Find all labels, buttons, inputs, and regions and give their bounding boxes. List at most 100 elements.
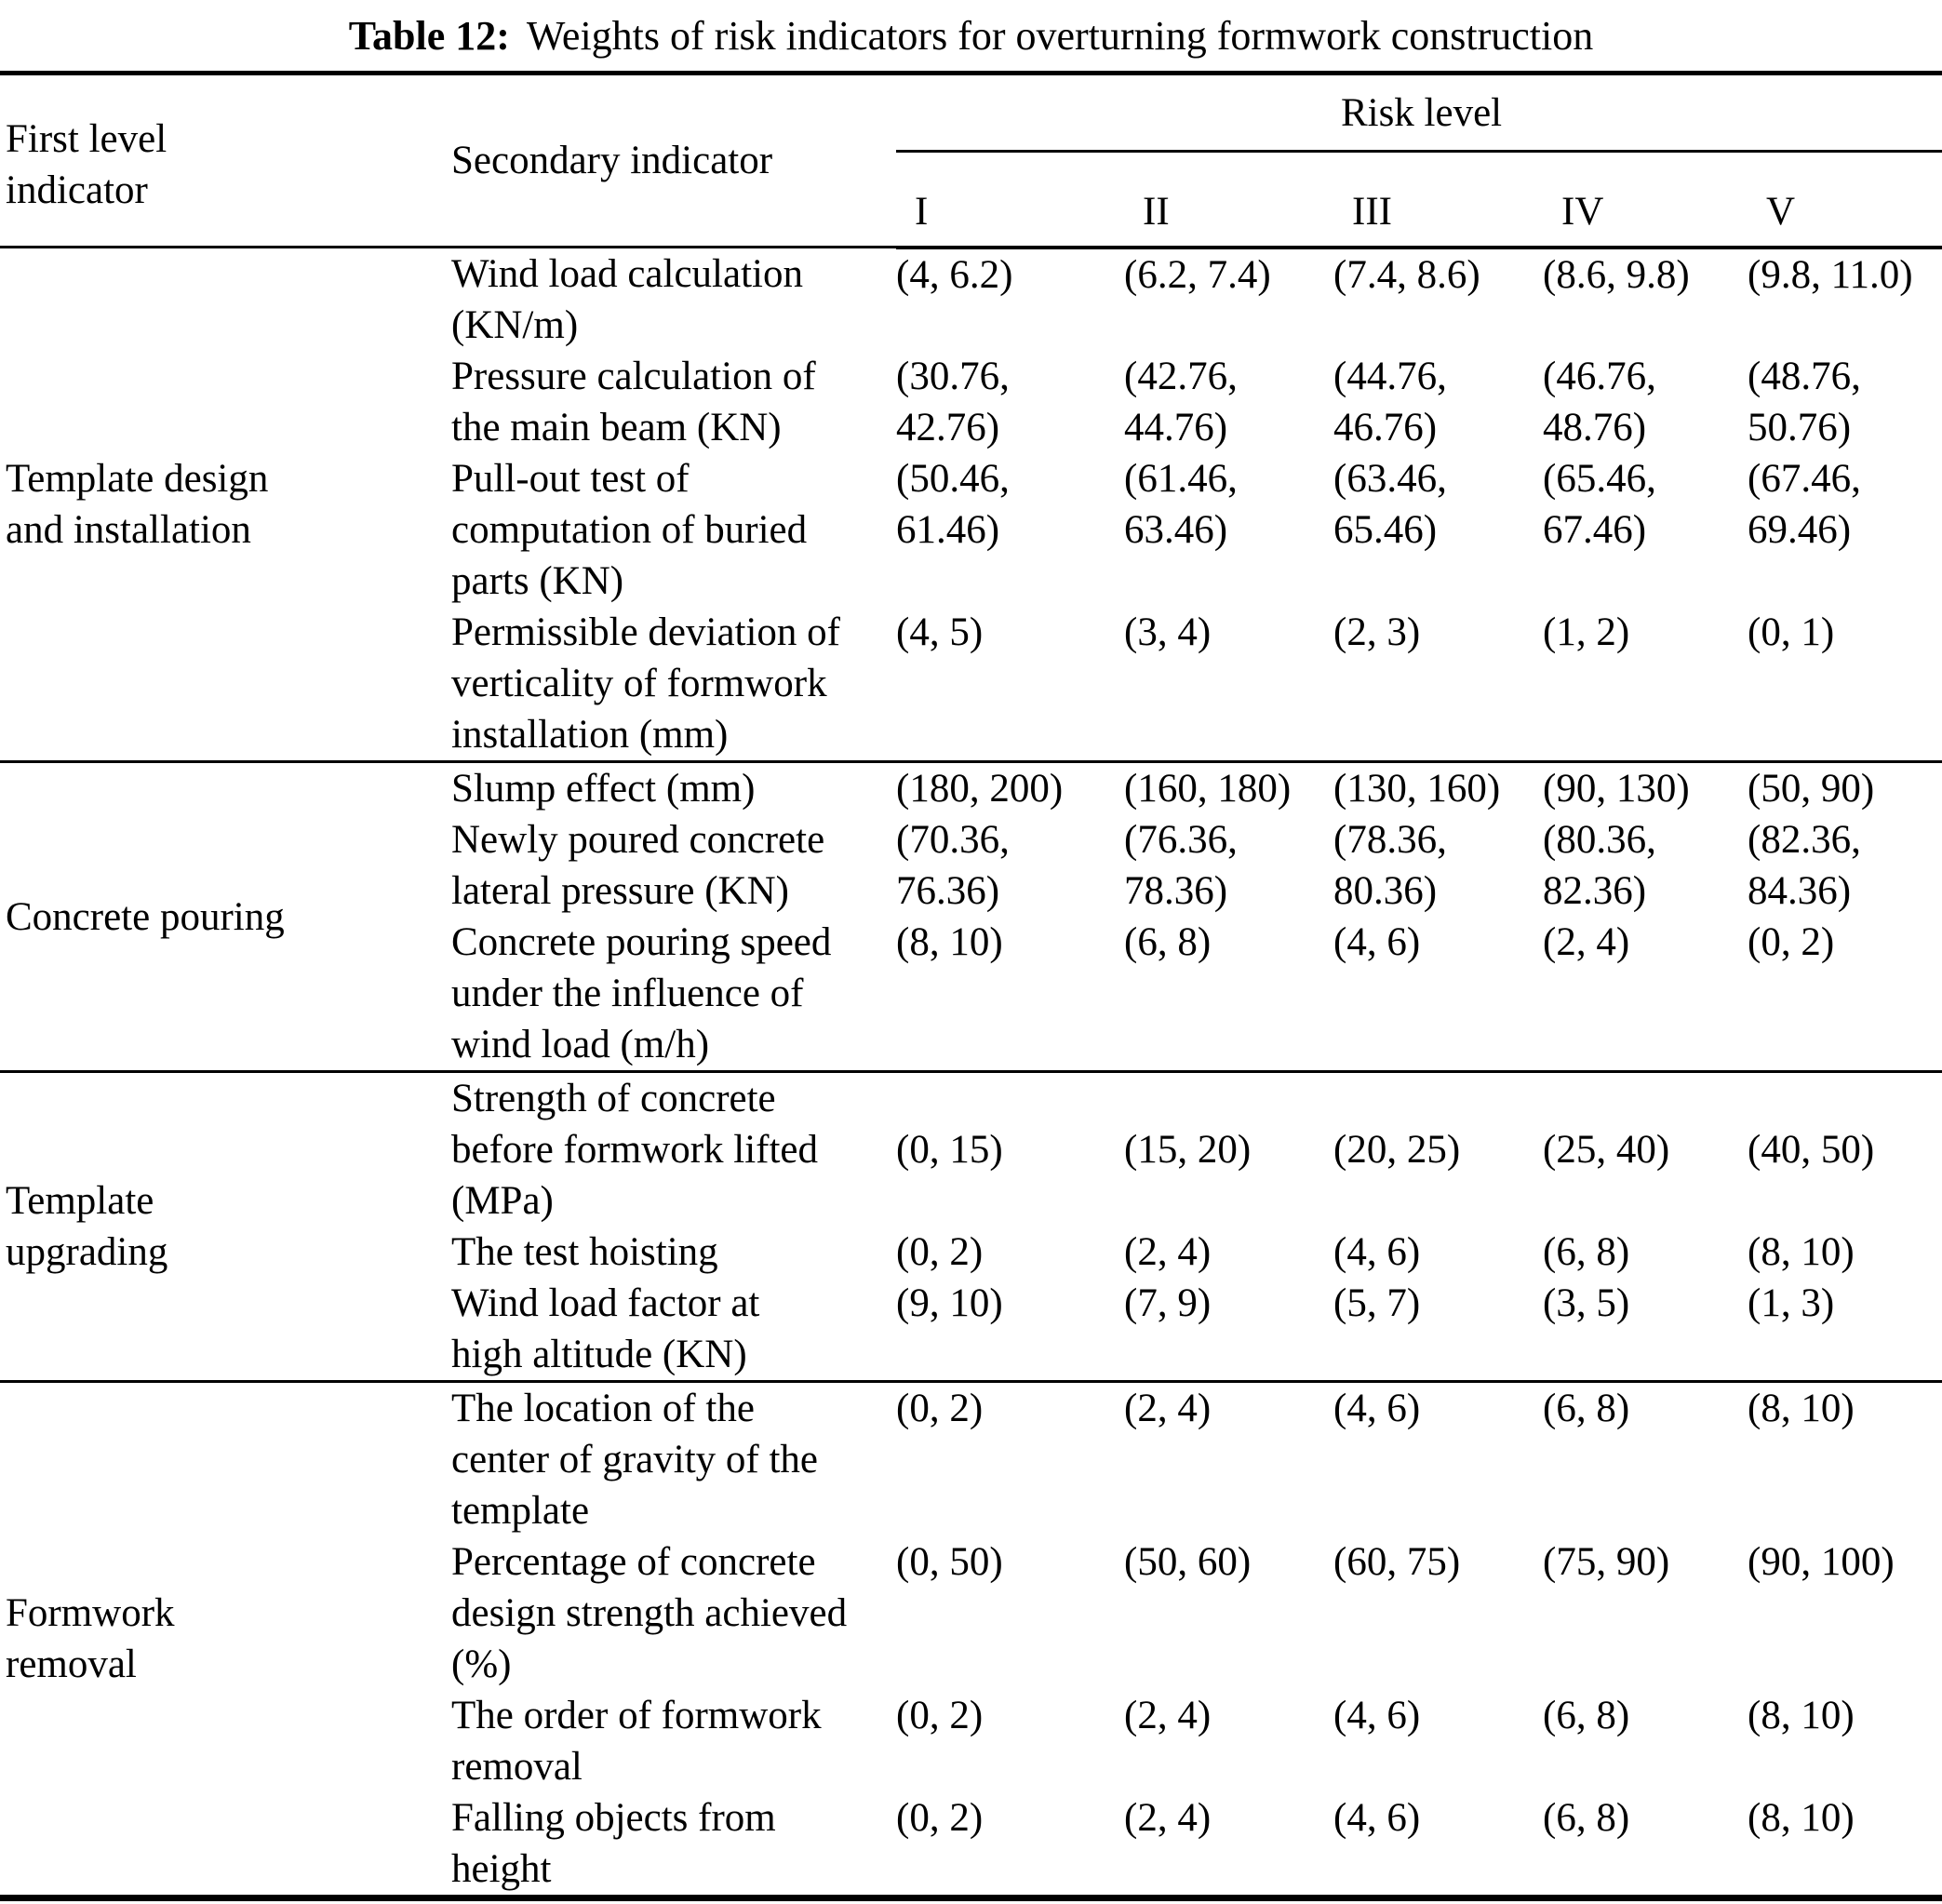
risk-interval-cell: (160, 180) (1124, 760, 1333, 814)
section-0: Template design and installation Wind load… (0, 246, 1942, 762)
secondary-indicator-line: Slump effect (mm) (451, 767, 756, 811)
risk-interval-cell: (40, 50) (1748, 1070, 1942, 1227)
header-risk-level-group: Risk level (896, 73, 1942, 153)
risk-interval-line: 48.76) (1543, 406, 1647, 449)
risk-interval-line: (4, 5) (896, 610, 984, 654)
first-level-indicator-line: and installation (6, 508, 251, 552)
risk-interval-line: (160, 180) (1124, 767, 1292, 811)
risk-interval-cell: (50, 60) (1124, 1536, 1333, 1690)
risk-interval-cell: (0, 15) (896, 1070, 1124, 1227)
risk-interval-line: (90, 130) (1543, 767, 1690, 811)
risk-interval-line: (8, 10) (1748, 1230, 1855, 1274)
risk-interval-cell: (2, 4) (1543, 917, 1748, 1072)
risk-interval-cell: (15, 20) (1124, 1070, 1333, 1227)
risk-interval-line: 46.76) (1333, 406, 1438, 449)
secondary-indicator-line: computation of buried (451, 508, 808, 552)
risk-interval-line: (0, 2) (896, 1796, 984, 1840)
section-3: Formwork removal The location of the center… (0, 1380, 1942, 1898)
risk-interval-line: (50, 90) (1748, 767, 1875, 811)
risk-interval-line: (2, 3) (1333, 610, 1421, 654)
risk-interval-cell: (65.46, 67.46) (1543, 453, 1748, 607)
risk-interval-cell: (0, 1) (1748, 607, 1942, 762)
secondary-indicator-cell: Strength of concrete before formwork lift… (451, 1070, 896, 1227)
risk-interval-line: (4, 6.2) (896, 252, 1013, 297)
secondary-indicator-cell: The test hoisting (451, 1227, 896, 1278)
risk-interval-line: (6, 8) (1124, 920, 1212, 964)
header-risk-level-2: II (1124, 151, 1333, 249)
risk-interval-line: (2, 4) (1543, 920, 1630, 964)
risk-interval-cell: (9.8, 11.0) (1748, 246, 1942, 351)
risk-interval-cell: (4, 6) (1333, 1690, 1543, 1792)
secondary-indicator-line: Falling objects from (451, 1796, 776, 1840)
risk-interval-line: (60, 75) (1333, 1540, 1461, 1584)
risk-interval-cell: (50, 90) (1748, 760, 1942, 814)
risk-interval-line: (180, 200) (896, 767, 1064, 811)
risk-interval-line: (8.6, 9.8) (1543, 252, 1690, 297)
risk-interval-line: (0, 1) (1748, 610, 1835, 654)
risk-interval-cell: (8.6, 9.8) (1543, 246, 1748, 351)
risk-interval-line: (6, 8) (1543, 1796, 1630, 1840)
secondary-indicator-cell: Wind load factor at high altitude (KN) (451, 1278, 896, 1382)
risk-interval-line: (0, 2) (896, 1230, 984, 1274)
secondary-indicator-line: template (451, 1489, 590, 1533)
risk-interval-line: (8, 10) (1748, 1694, 1855, 1737)
risk-interval-cell: (44.76, 46.76) (1333, 351, 1543, 453)
risk-interval-cell: (130, 160) (1333, 760, 1543, 814)
first-level-indicator-line: upgrading (6, 1230, 168, 1274)
risk-interval-cell: (1, 3) (1748, 1278, 1942, 1382)
secondary-indicator-cell: Slump effect (mm) (451, 760, 896, 814)
risk-interval-line: (42.76, (1124, 355, 1238, 398)
first-level-indicator-cell: Template design and installation (0, 246, 451, 762)
risk-interval-line: (3, 5) (1543, 1281, 1630, 1325)
secondary-indicator-cell: The location of the center of gravity of … (451, 1380, 896, 1536)
risk-interval-cell: (8, 10) (1748, 1792, 1942, 1898)
table-caption-number: Table 12: (348, 12, 510, 59)
secondary-indicator-cell: Pressure calculation of the main beam (KN… (451, 351, 896, 453)
first-level-indicator-cell: Formwork removal (0, 1380, 451, 1898)
risk-interval-cell: (2, 4) (1124, 1227, 1333, 1278)
risk-interval-line: (7, 9) (1124, 1281, 1212, 1325)
first-level-indicator-cell: Template upgrading (0, 1070, 451, 1382)
risk-interval-line: (8, 10) (1748, 1387, 1855, 1430)
risk-interval-line: (48.76, (1748, 355, 1861, 398)
risk-interval-cell: (180, 200) (896, 760, 1124, 814)
risk-interval-cell: (76.36, 78.36) (1124, 814, 1333, 917)
risk-interval-line: (0, 2) (896, 1694, 984, 1737)
secondary-indicator-line: height (451, 1847, 552, 1891)
table-row: Formwork removal The location of the center… (0, 1380, 1942, 1898)
risk-interval-line: (75, 90) (1543, 1540, 1670, 1584)
risk-interval-line: (8, 10) (1748, 1796, 1855, 1840)
risk-interval-line: (130, 160) (1333, 767, 1501, 811)
risk-interval-cell: (0, 2) (1748, 917, 1942, 1072)
risk-interval-cell: (63.46, 65.46) (1333, 453, 1543, 607)
risk-interval-cell: (4, 6) (1333, 1227, 1543, 1278)
secondary-indicator-line: removal (451, 1745, 583, 1789)
secondary-indicator-cell: The order of formwork removal (451, 1690, 896, 1792)
risk-interval-cell: (75, 90) (1543, 1536, 1748, 1690)
risk-interval-line: (82.36, (1748, 818, 1861, 862)
header-risk-level-3: III (1333, 151, 1543, 249)
risk-interval-cell: (61.46, 63.46) (1124, 453, 1333, 607)
risk-interval-cell: (42.76, 44.76) (1124, 351, 1333, 453)
risk-interval-line: (6, 8) (1543, 1387, 1630, 1430)
header-risk-level-1: I (896, 151, 1124, 249)
secondary-indicator-cell: Permissible deviation of verticality of f… (451, 607, 896, 762)
secondary-indicator-line: Concrete pouring speed (451, 920, 832, 964)
secondary-indicator-line: Newly poured concrete (451, 818, 825, 862)
risk-interval-cell: (20, 25) (1333, 1070, 1543, 1227)
secondary-indicator-line: The test hoisting (451, 1230, 718, 1274)
risk-interval-cell: (30.76, 42.76) (896, 351, 1124, 453)
header-risk-level-4: IV (1543, 151, 1748, 249)
table-row: Template design and installation Wind load… (0, 246, 1942, 762)
risk-interval-line: 67.46) (1543, 508, 1647, 552)
risk-interval-cell: (82.36, 84.36) (1748, 814, 1942, 917)
risk-interval-line: 42.76) (896, 406, 1000, 449)
risk-interval-line: (50.46, (896, 457, 1010, 501)
risk-interval-cell: (67.46, 69.46) (1748, 453, 1942, 607)
risk-interval-line: (63.46, (1333, 457, 1447, 501)
risk-interval-cell: (2, 4) (1124, 1792, 1333, 1898)
secondary-indicator-cell: Concrete pouring speed under the influenc… (451, 917, 896, 1072)
risk-interval-line: (46.76, (1543, 355, 1656, 398)
risk-interval-cell: (48.76, 50.76) (1748, 351, 1942, 453)
